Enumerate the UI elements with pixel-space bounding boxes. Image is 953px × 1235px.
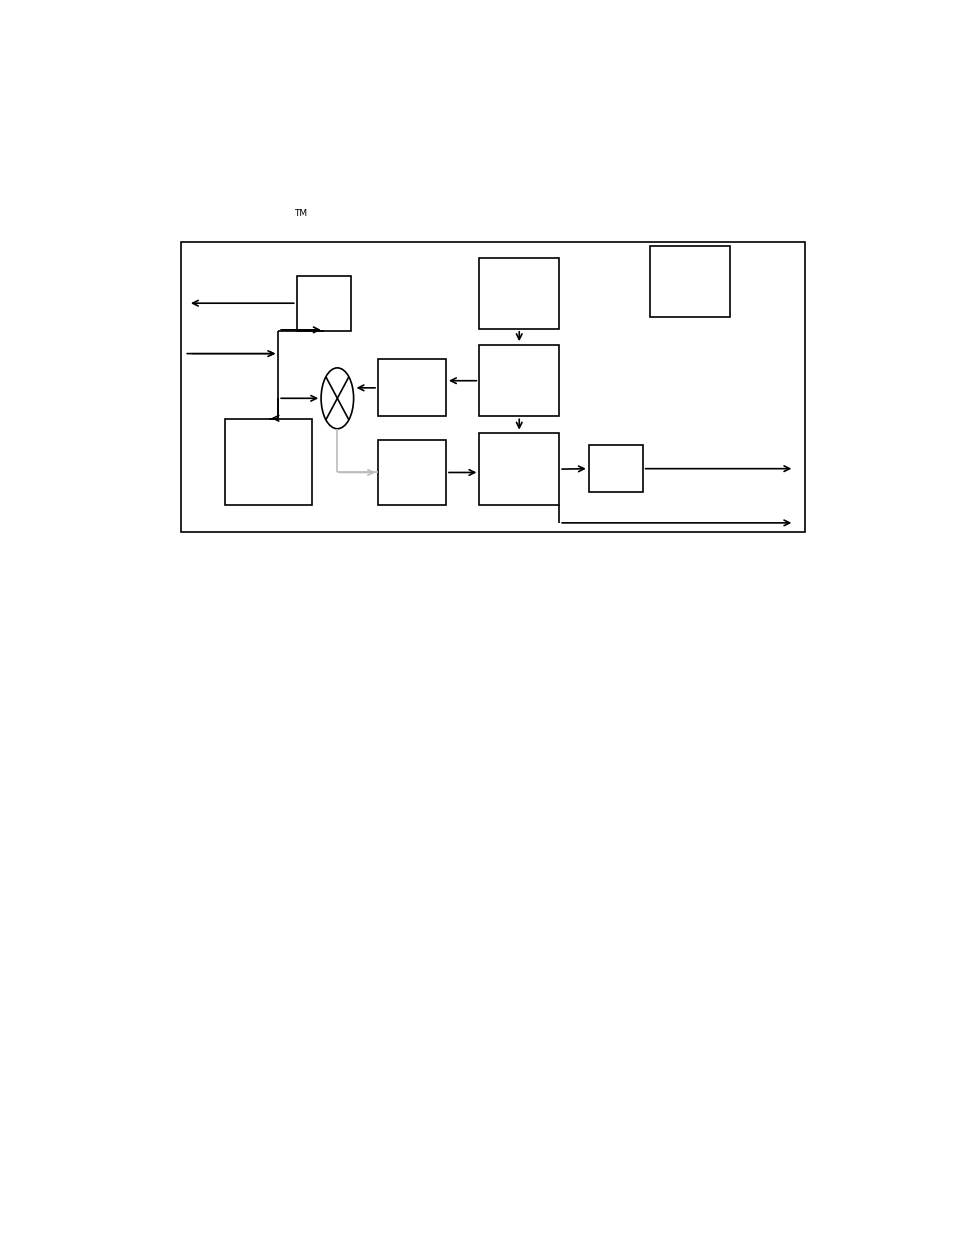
Bar [296, 275, 351, 331]
Bar [478, 433, 558, 505]
Bar [377, 440, 446, 505]
Bar [478, 258, 558, 329]
Text: TM: TM [294, 209, 307, 217]
Bar [649, 246, 729, 317]
Bar [588, 445, 642, 493]
Bar [377, 359, 446, 416]
Bar [225, 419, 312, 505]
Bar [478, 345, 558, 416]
Bar [180, 242, 804, 532]
